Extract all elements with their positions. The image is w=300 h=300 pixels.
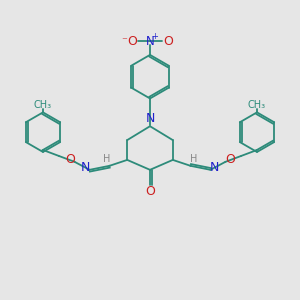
Text: N: N: [146, 34, 154, 47]
Text: ⁻: ⁻: [121, 36, 127, 46]
Text: O: O: [145, 185, 155, 198]
Text: N: N: [81, 161, 90, 174]
Text: CH₃: CH₃: [248, 100, 266, 110]
Text: +: +: [152, 32, 158, 40]
Text: O: O: [163, 34, 173, 47]
Text: CH₃: CH₃: [34, 100, 52, 110]
Text: H: H: [190, 154, 197, 164]
Text: N: N: [210, 161, 219, 174]
Text: O: O: [65, 153, 75, 167]
Text: O: O: [127, 34, 137, 47]
Text: H: H: [103, 154, 110, 164]
Text: N: N: [145, 112, 155, 125]
Text: O: O: [225, 153, 235, 167]
